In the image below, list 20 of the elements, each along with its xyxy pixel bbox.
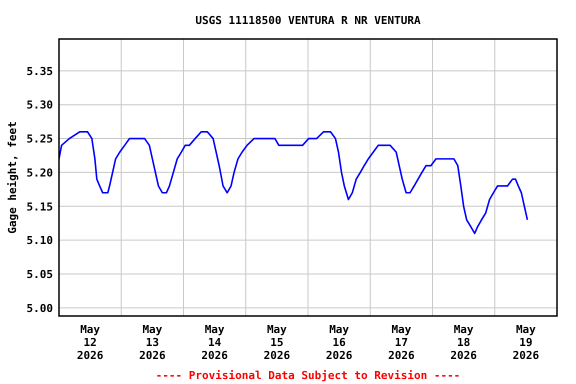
x-tick-label: May 14 2026	[201, 323, 228, 362]
x-tick-label: May 12 2026	[76, 323, 104, 362]
y-tick-label: 5.35	[26, 64, 53, 78]
x-tick-label: May 18 2026	[450, 323, 478, 362]
y-tick-label: 5.15	[26, 200, 53, 214]
y-tick-label: 5.05	[26, 268, 53, 282]
x-tick-label: May 13 2026	[139, 323, 166, 362]
y-tick-label: 5.25	[26, 132, 53, 146]
line-series	[59, 130, 528, 234]
x-tick-label: May 19 2026	[512, 323, 540, 362]
y-tick-label: 5.10	[26, 234, 53, 248]
y-axis-title: Gage height, feet	[6, 121, 19, 234]
x-tick-label: May 17 2026	[388, 323, 415, 362]
y-tick-label: 5.30	[26, 98, 53, 112]
x-tick-label: May 16 2026	[326, 323, 353, 362]
y-tick-label: 5.20	[26, 166, 53, 180]
chart-title: USGS 11118500 VENTURA R NR VENTURA	[195, 14, 421, 27]
y-tick-label: 5.00	[26, 302, 53, 315]
x-tick-label: May 15 2026	[264, 323, 290, 362]
text: ---- Provisional Data Subject to Revision ----	[156, 369, 460, 382]
